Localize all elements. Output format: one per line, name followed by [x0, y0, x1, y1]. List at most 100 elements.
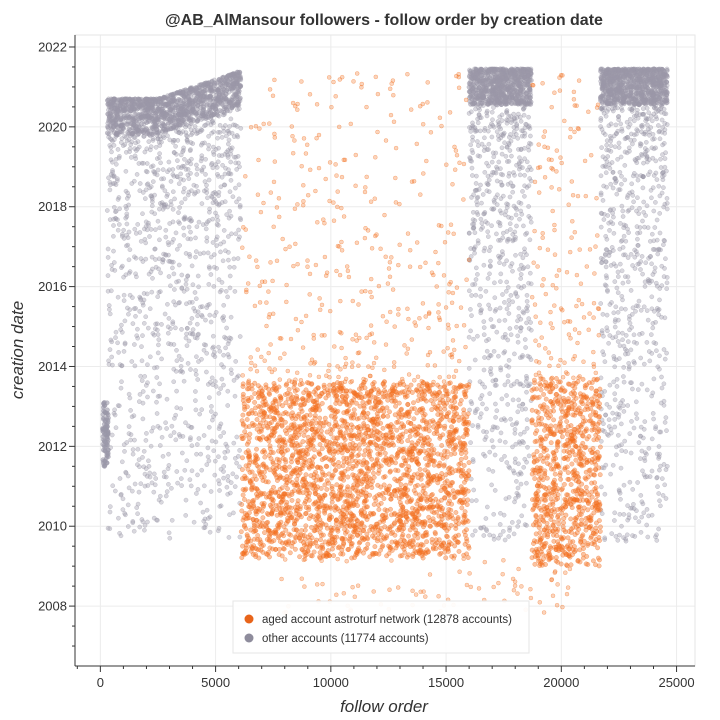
point-other	[605, 289, 610, 294]
point-other	[650, 325, 656, 331]
point-other	[216, 454, 221, 460]
point-other	[128, 437, 134, 443]
point-other	[521, 429, 527, 435]
chart-title: @AB_AlMansour followers - follow order b…	[165, 12, 603, 29]
point-other	[642, 419, 648, 424]
point-other	[181, 177, 186, 183]
point-other	[618, 496, 623, 502]
point-other	[150, 425, 156, 431]
point-other	[655, 484, 660, 489]
point-other	[189, 443, 195, 449]
point-other	[142, 527, 147, 533]
point-other	[664, 286, 670, 292]
point-other	[237, 334, 243, 339]
point-other	[625, 279, 631, 285]
point-other	[140, 333, 145, 338]
point-other	[640, 501, 646, 507]
point-other	[218, 434, 223, 439]
point-other	[164, 426, 169, 431]
point-other	[152, 246, 158, 252]
point-other	[119, 329, 125, 335]
point-other	[518, 481, 524, 487]
point-other	[140, 127, 146, 133]
point-other	[516, 493, 521, 499]
point-other	[473, 408, 478, 414]
point-other	[481, 88, 488, 94]
point-other	[143, 438, 149, 443]
point-other	[627, 431, 633, 436]
point-other	[663, 98, 669, 104]
point-other	[191, 519, 197, 525]
point-other	[488, 258, 493, 264]
point-other	[108, 157, 114, 163]
point-other	[499, 118, 505, 123]
point-other	[615, 432, 621, 438]
point-other	[226, 354, 232, 360]
point-other	[661, 141, 667, 146]
point-other	[137, 181, 143, 186]
point-other	[619, 442, 624, 448]
point-other	[204, 305, 210, 310]
point-other	[122, 511, 128, 516]
point-other	[151, 515, 157, 521]
point-other	[518, 431, 523, 437]
point-other	[612, 397, 618, 403]
point-other	[647, 358, 653, 364]
point-other	[614, 444, 619, 450]
point-other	[198, 304, 203, 310]
point-other	[660, 125, 666, 130]
point-other	[131, 306, 137, 312]
point-other	[470, 282, 475, 287]
point-other	[521, 503, 527, 509]
point-other	[664, 350, 669, 356]
point-other	[603, 252, 608, 258]
point-other	[189, 468, 195, 474]
point-other	[159, 112, 165, 118]
point-other	[206, 142, 212, 148]
point-other	[620, 330, 625, 336]
point-other	[506, 236, 512, 242]
point-other	[186, 189, 192, 195]
point-other	[663, 467, 669, 472]
point-other	[145, 519, 150, 525]
point-other	[161, 135, 167, 140]
point-other	[141, 297, 147, 303]
point-other	[468, 142, 474, 148]
point-other	[629, 96, 635, 102]
point-other	[118, 491, 124, 497]
point-other	[221, 430, 227, 435]
point-other	[643, 149, 649, 155]
point-other	[132, 342, 137, 347]
point-other	[236, 182, 242, 188]
point-other	[133, 128, 139, 134]
point-other	[631, 113, 637, 119]
point-other	[625, 274, 631, 280]
point-other	[172, 416, 177, 421]
point-other	[607, 208, 613, 213]
point-other	[130, 106, 136, 112]
point-other	[144, 130, 150, 137]
point-other	[163, 252, 169, 258]
point-other	[649, 468, 655, 474]
point-other	[126, 485, 132, 491]
point-other	[216, 153, 222, 158]
point-other	[181, 232, 187, 238]
point-other	[621, 512, 627, 517]
point-other	[492, 452, 498, 458]
point-other	[622, 438, 628, 444]
point-other	[660, 170, 666, 176]
point-other	[469, 313, 474, 318]
point-other	[617, 261, 623, 267]
point-other	[483, 219, 488, 224]
point-other	[528, 281, 534, 287]
point-other	[613, 180, 618, 185]
point-other	[194, 162, 199, 168]
point-other	[612, 144, 618, 150]
point-other	[141, 448, 147, 454]
point-other	[633, 249, 639, 254]
point-other	[497, 66, 503, 72]
point-other	[516, 472, 521, 477]
point-other	[169, 485, 174, 491]
point-other	[621, 379, 627, 385]
point-other	[503, 288, 509, 294]
